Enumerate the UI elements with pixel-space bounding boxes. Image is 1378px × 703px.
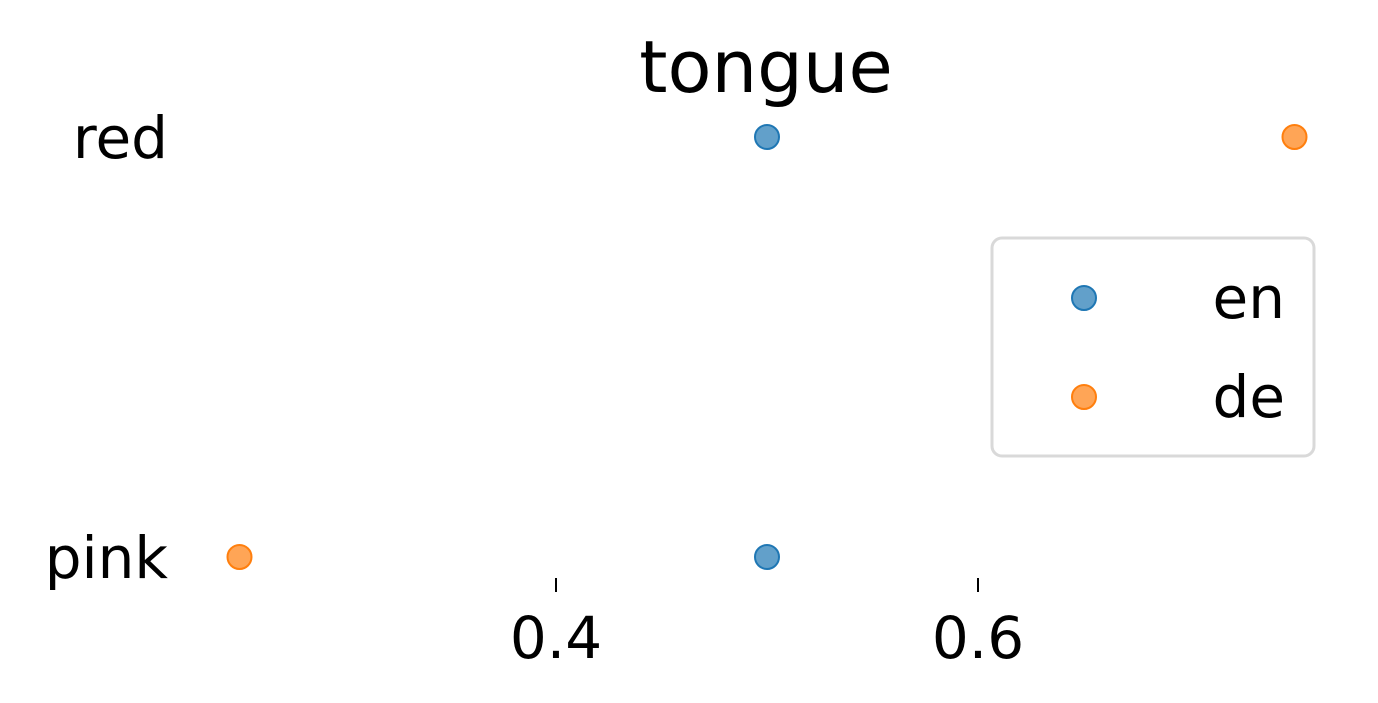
legend-label-de: de	[1213, 363, 1286, 431]
point-de-red	[1281, 124, 1308, 150]
legend-marker-de	[1071, 384, 1097, 410]
legend-label-en: en	[1213, 264, 1285, 332]
y-tick-label-pink: pink	[45, 524, 169, 592]
point-de-pink	[226, 544, 253, 570]
data-points	[226, 124, 1308, 570]
y-tick-label-red: red	[73, 104, 168, 172]
x-tick-label: 0.6	[932, 604, 1024, 672]
x-tick-label: 0.4	[510, 604, 602, 672]
x-axis-ticks: 0.4 0.6	[510, 578, 1024, 672]
point-en-pink	[754, 544, 780, 570]
point-en-red	[754, 124, 780, 150]
legend-marker-en	[1071, 285, 1097, 311]
legend: en de	[990, 236, 1316, 458]
chart-title: tongue	[639, 25, 893, 109]
y-axis-ticks: red pink	[45, 104, 169, 592]
